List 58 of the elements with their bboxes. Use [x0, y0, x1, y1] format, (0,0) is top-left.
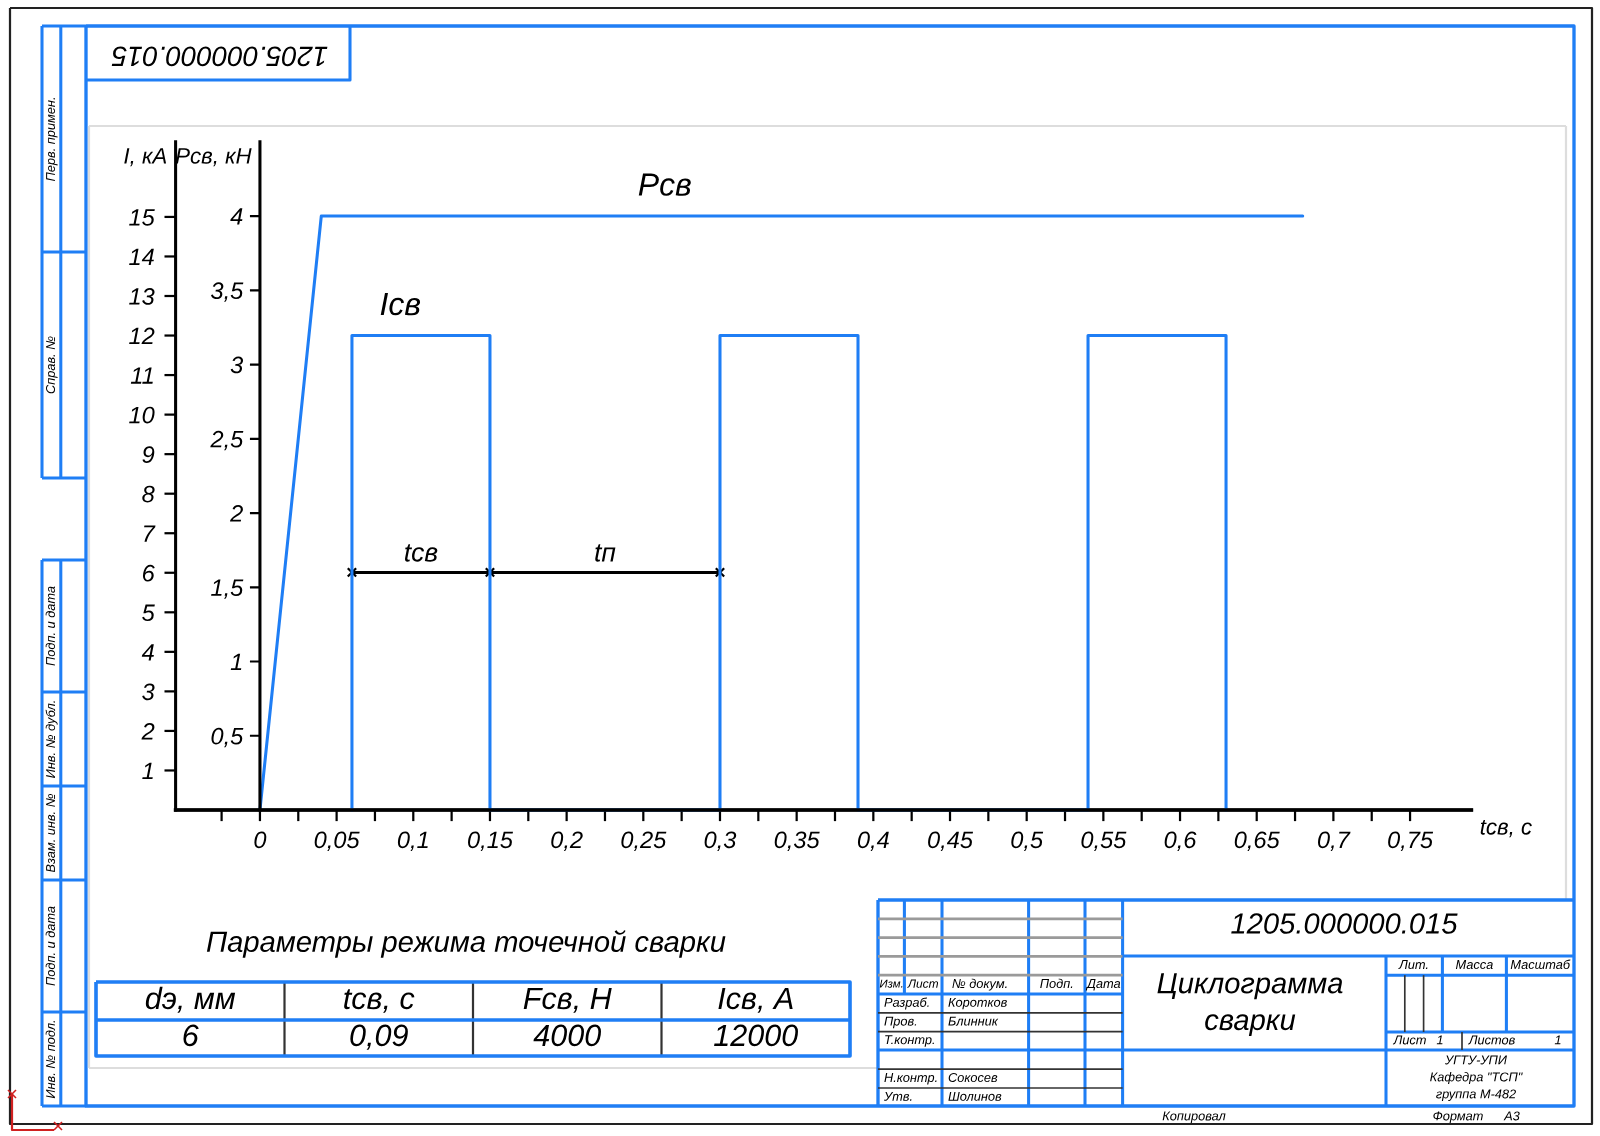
x-tick-label: 0 — [254, 831, 267, 849]
series-label: Iсв — [380, 293, 421, 316]
text: 1205.000000.015 — [111, 46, 328, 67]
y2-tick-label: 7 — [144, 525, 156, 542]
x-tick-label: 0,4 — [857, 831, 889, 851]
text: Параметры режима точечной сварки — [206, 930, 726, 958]
y2-tick-label: 3 — [142, 683, 155, 701]
text: tсв, с — [344, 989, 415, 1013]
x-tick-label: 0,5 — [1011, 831, 1044, 851]
y-tick-label: 1,5 — [211, 579, 244, 599]
y2-tick-label: 8 — [142, 485, 155, 503]
y2-tick-label: 6 — [142, 564, 155, 582]
y2-tick-label: 9 — [142, 446, 155, 463]
x-tick-label: 0,65 — [1234, 831, 1280, 851]
text: 0,09 — [350, 1024, 408, 1050]
x-tick-label: 0,55 — [1081, 831, 1127, 851]
y2-tick-label: 5 — [142, 604, 155, 622]
y2-tick-label: 11 — [130, 367, 153, 384]
x-tick-label: 0,2 — [551, 831, 583, 851]
annotation: tп — [595, 544, 616, 562]
y2-tick-label: 2 — [141, 722, 155, 740]
x-axis-title: tсв, с — [1480, 820, 1532, 838]
y-tick-label: 3 — [230, 356, 244, 374]
y-axis-title: Pсв, кН — [175, 148, 252, 167]
y-tick-label: 0,5 — [211, 727, 244, 748]
x-tick-label: 0,7 — [1318, 831, 1351, 851]
y2-tick-label: 14 — [129, 248, 154, 266]
y2-tick-label: 1 — [142, 762, 153, 780]
annotation: tсв — [405, 544, 438, 562]
x-tick-label: 0,25 — [621, 831, 667, 851]
series-label: Pсв — [638, 173, 691, 196]
y-tick-label: 3,5 — [211, 282, 244, 302]
y2-tick-label: 12 — [129, 327, 155, 345]
x-tick-label: 0,15 — [468, 831, 513, 851]
text: Fсв, Н — [523, 987, 612, 1013]
text: Циклограмма сварки — [1157, 973, 1343, 1036]
text: 4000 — [533, 1024, 601, 1047]
x-tick-label: 0,75 — [1388, 831, 1434, 851]
y-tick-label: 1 — [230, 653, 242, 671]
y2-axis-title: I, кА — [124, 148, 167, 167]
y2-tick-label: 13 — [129, 288, 155, 305]
text: 6 — [183, 1024, 199, 1047]
y-tick-label: 2,5 — [210, 430, 244, 451]
y-tick-label: 4 — [230, 208, 243, 225]
y2-tick-label: 10 — [129, 406, 155, 424]
text: Iсв, А — [718, 987, 793, 1013]
text: dэ, мм — [145, 986, 236, 1013]
y-tick-label: 2 — [230, 505, 243, 522]
x-tick-label: 0,05 — [314, 831, 360, 851]
text: 12000 — [714, 1024, 798, 1047]
y2-tick-label: 15 — [129, 209, 155, 226]
x-tick-label: 0,1 — [397, 831, 428, 851]
y2-tick-label: 4 — [141, 644, 154, 661]
x-tick-label: 0,45 — [928, 831, 974, 851]
x-tick-label: 0,6 — [1164, 831, 1197, 851]
x-tick-label: 0,35 — [774, 831, 820, 851]
x-tick-label: 0,3 — [704, 831, 737, 851]
text: 1205.000000.015 — [1231, 913, 1458, 934]
